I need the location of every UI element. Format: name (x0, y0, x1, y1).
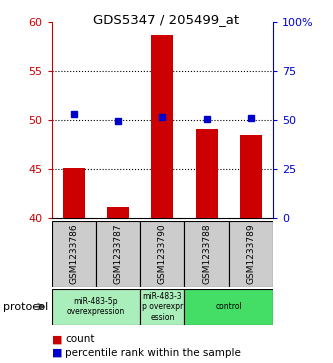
Text: GDS5347 / 205499_at: GDS5347 / 205499_at (94, 13, 239, 26)
Bar (140, 221, 184, 287)
Bar (96, 221, 140, 287)
Bar (229, 221, 273, 287)
Bar (140, 289, 184, 325)
Text: miR-483-3
p overexpr
ession: miR-483-3 p overexpr ession (142, 292, 183, 322)
Text: miR-483-5p
overexpression: miR-483-5p overexpression (67, 297, 125, 317)
Bar (52, 289, 140, 325)
Text: ■: ■ (52, 348, 62, 358)
Text: count: count (65, 334, 95, 344)
Bar (195, 129, 218, 218)
Text: percentile rank within the sample: percentile rank within the sample (65, 348, 241, 358)
Bar (184, 221, 229, 287)
Text: GSM1233788: GSM1233788 (202, 224, 211, 285)
Text: GSM1233789: GSM1233789 (246, 224, 255, 285)
Text: GSM1233787: GSM1233787 (114, 224, 123, 285)
Bar (107, 207, 129, 218)
Text: protocol: protocol (3, 302, 49, 312)
Text: control: control (215, 302, 242, 311)
Bar (184, 289, 273, 325)
Bar (63, 168, 85, 218)
Text: GSM1233790: GSM1233790 (158, 224, 167, 285)
Bar (151, 34, 173, 218)
Text: ■: ■ (52, 334, 62, 344)
Bar (52, 221, 96, 287)
Text: GSM1233786: GSM1233786 (69, 224, 78, 285)
Bar (240, 135, 262, 218)
